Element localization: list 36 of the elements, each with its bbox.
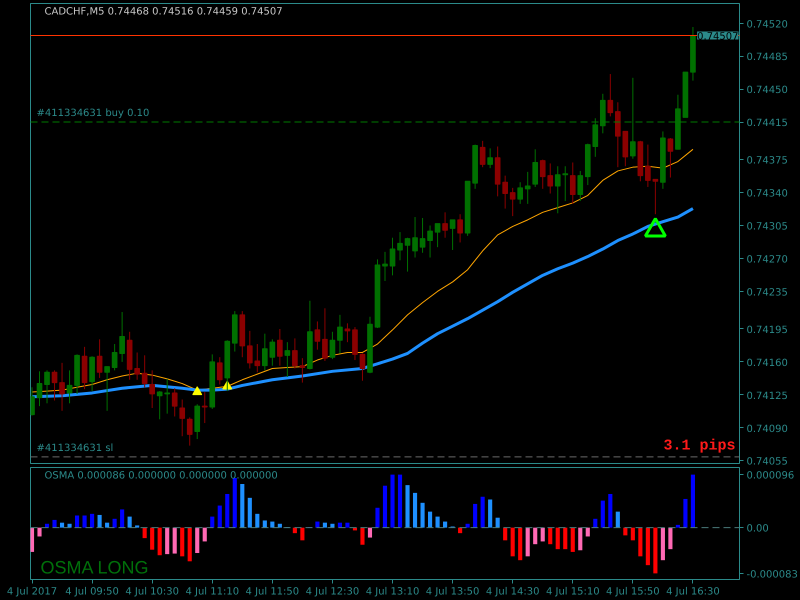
ref-line-label: 0.74507: [697, 31, 739, 42]
chart-title: OSMA 0.000086 0.000000 0.000000 0.000000: [44, 470, 278, 482]
y-tick-label: 0.74160: [746, 358, 788, 369]
y-tick-label: 0.74270: [746, 254, 788, 266]
y-tick-label: 0.74090: [746, 424, 788, 435]
x-tick-label: 4 Jul 15:10: [546, 586, 600, 598]
x-tick-label: 4 Jul 11:10: [185, 586, 240, 598]
annotation: OSMA LONG: [40, 558, 149, 578]
y-tick-label: 0.74340: [746, 188, 788, 200]
y-tick-label: 0.74055: [746, 456, 788, 468]
x-tick-label: 4 Jul 13:10: [366, 586, 420, 598]
x-tick-label: 4 Jul 15:50: [606, 586, 660, 598]
ref-line-label: #411334631 buy 0.10: [36, 108, 150, 120]
y-tick-label: 0.74375: [746, 156, 788, 167]
x-tick-label: 4 Jul 13:50: [426, 586, 480, 598]
y-tick-label: 0.74485: [746, 52, 788, 64]
y-tick-label: 0.00: [746, 524, 769, 535]
y-tick-label: 0.74195: [746, 324, 788, 336]
annotation: 3.1 pips: [663, 438, 736, 454]
x-tick-label: 4 Jul 16:30: [666, 586, 720, 598]
y-tick-label: 0.74450: [746, 85, 788, 96]
y-tick-label: 0.74235: [746, 287, 788, 298]
x-tick-label: 4 Jul 10:30: [125, 586, 179, 598]
y-tick-label: 0.74415: [746, 118, 788, 130]
x-tick-label: 4 Jul 11:50: [246, 586, 300, 598]
x-tick-label: 4 Jul 14:30: [486, 586, 540, 598]
x-tick-label: 4 Jul 12:30: [306, 586, 360, 598]
ref-line-label: #411334631 sl: [36, 442, 114, 454]
y-tick-label: 0.000096: [746, 470, 794, 482]
chart-title: CADCHF,M5 0.74468 0.74516 0.74459 0.74507: [44, 6, 283, 18]
y-tick-label: 0.74125: [746, 390, 788, 402]
y-tick-label: 0.74305: [746, 222, 788, 233]
x-tick-label: 4 Jul 2017: [6, 586, 58, 598]
y-tick-label: 0.74520: [746, 19, 788, 30]
x-tick-label: 4 Jul 09:50: [65, 586, 119, 598]
y-tick-label: -0.000083: [746, 569, 798, 580]
